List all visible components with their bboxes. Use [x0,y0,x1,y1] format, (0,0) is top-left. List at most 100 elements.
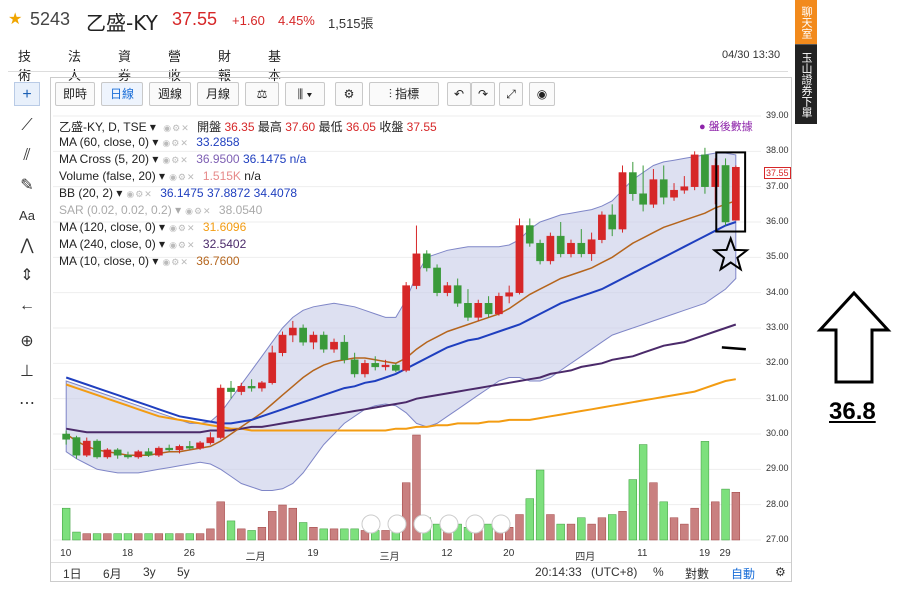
y-tick-label: 29.00 [766,463,789,474]
range-5y[interactable]: 5y [177,565,190,579]
bb-controls[interactable]: ◉⚙✕ [126,189,153,199]
ma60-value: 33.2858 [196,135,240,149]
redo-icon[interactable]: ↷ [471,82,495,106]
ma60-controls[interactable]: ◉⚙✕ [162,138,189,148]
candle-body [124,454,132,458]
candle-body [134,451,143,458]
percent-toggle[interactable]: % [653,565,664,579]
volume-bar [577,517,586,541]
chart-nav-button [361,514,381,534]
pattern-icon[interactable]: ⋀ [20,237,34,254]
y-tick-label: 38.00 [766,145,789,156]
ma10-controls[interactable]: ◉⚙✕ [162,257,189,267]
volume-bar [649,482,658,541]
zoom-icon[interactable]: ⊕ [20,333,34,350]
volume-bar [268,511,277,541]
text-tool-icon[interactable]: Aa [19,208,35,223]
candle-body [299,327,307,343]
indicators-button[interactable]: ⫶ 指標 [369,82,439,106]
quote-header: ★ 5243 乙盛-KY 37.55 +1.60 4.45% 1,515張 [0,0,790,40]
ruler-icon[interactable]: ⊥ [20,363,34,380]
candle-body [278,334,287,353]
postmarket-label[interactable]: ● 盤後數據 [699,121,753,133]
volume-bar [237,528,246,541]
broker-order-tab[interactable]: 玉山證券下單 [795,44,817,124]
stock-price: 37.55 [172,9,218,29]
volume-bar [659,501,668,541]
axis-settings-icon[interactable]: ⚙ [775,565,786,579]
monthly-button[interactable]: 月線 [197,82,239,106]
ma120-controls[interactable]: ◉⚙✕ [169,223,196,233]
sar-label: SAR (0.02, 0.02, 0.2) [59,203,172,217]
volume-bar [154,533,164,541]
x-tick-label: 11 [637,548,648,559]
log-toggle[interactable]: 對數 [685,567,710,581]
chart-nav-button [465,514,485,534]
candle-body [474,303,483,318]
x-tick-label: 四月 [575,552,596,563]
ma120-label: MA (120, close, 0) [59,220,156,234]
volume-bar [309,527,318,541]
trendline-icon[interactable]: ⟋ [21,117,33,134]
candle-body [598,214,606,240]
chatroom-tab[interactable]: 聊天室 [795,0,817,44]
y-tick-label: 36.00 [766,216,789,226]
compare-icon[interactable]: ⚖ [245,82,279,106]
sar-controls[interactable]: ◉⚙✕ [185,206,212,216]
y-tick-label: 35.00 [766,251,789,262]
weekly-button[interactable]: 週線 [149,82,191,106]
candle-body [247,386,256,389]
volume-controls[interactable]: ◉⚙✕ [169,172,196,182]
candle-body [93,440,101,458]
crosshair-icon[interactable]: + [14,82,40,106]
chart-type-icon[interactable]: ⫼ ▾ [285,82,325,106]
candle-body [165,447,174,451]
volume-bar [329,528,339,541]
star-icon[interactable]: ★ [8,11,23,28]
volume-bar [597,517,607,541]
legend-controls[interactable]: ◉⚙✕ [163,123,190,133]
settings-icon[interactable]: ⚙ [335,82,363,106]
volume-bar [195,533,205,541]
brush-icon[interactable]: ✎ [20,177,34,194]
open-value: 36.35 [224,120,255,134]
time-axis[interactable]: 10 18 26 二月 19 三月 12 20 四月 11 19 29 [51,548,761,563]
fib-tool-icon[interactable]: ⫽ [23,147,31,164]
y-tick-label: 32.00 [766,357,789,368]
volume-label: Volume (false, 20) [59,169,156,183]
high-value: 37.60 [285,120,316,134]
realtime-button[interactable]: 即時 [55,82,95,106]
candle-body [515,225,524,293]
candle-body [309,334,318,343]
x-tick-label: 26 [183,548,195,559]
volume-bar [628,479,637,541]
candle-body [371,363,380,368]
ma240-controls[interactable]: ◉⚙✕ [169,240,196,250]
chart-nav-button [387,514,407,534]
candle-body [196,442,204,449]
bb-label: BB (20, 2) [59,186,114,200]
daily-button[interactable]: 日線 [101,82,143,106]
measure-icon[interactable]: ⇕ [20,267,34,284]
price-change: +1.60 [232,13,265,28]
range-3y[interactable]: 3y [143,565,156,579]
price-axis[interactable]: 39.00 38.00 37.00 36.00 35.00 34.00 33.00 32.00… [762,106,792,546]
candle-body [350,359,359,375]
candle-body [412,253,421,286]
volume-bar [226,520,236,541]
candle-body [618,172,627,230]
range-1d[interactable]: 1日 [63,567,82,581]
camera-icon[interactable]: ◉ [529,82,555,106]
undo-icon[interactable]: ↶ [447,82,471,106]
auto-toggle[interactable]: 自動 [731,567,756,581]
macross-controls[interactable]: ◉⚙✕ [162,155,189,165]
timezone[interactable]: (UTC+8) [591,565,638,579]
bb-low-value: 34.4078 [253,186,298,200]
price-chart[interactable] [51,78,793,583]
range-6m[interactable]: 6月 [103,567,122,581]
candle-body [258,382,266,389]
bollinger-band [65,152,737,491]
arrow-left-icon[interactable]: ← [19,297,35,314]
fullscreen-icon[interactable]: ⤢ [499,82,523,106]
more-icon[interactable]: ⋯ [19,395,35,412]
